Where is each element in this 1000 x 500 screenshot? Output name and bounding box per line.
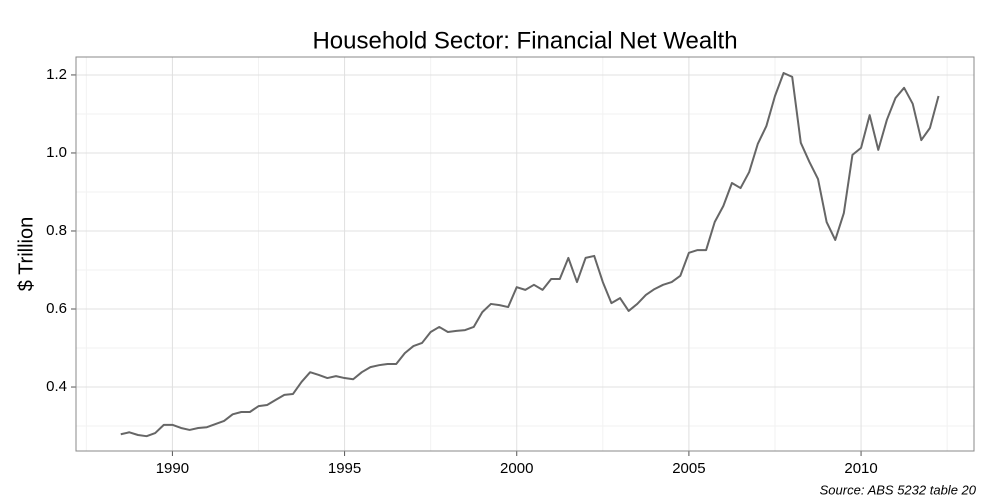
y-axis-label: $ Trillion bbox=[15, 217, 37, 291]
y-tick-label: 1.2 bbox=[46, 66, 67, 83]
x-tick-label: 2000 bbox=[500, 460, 533, 477]
source-note: Source: ABS 5232 table 20 bbox=[820, 482, 977, 497]
x-tick-label: 2010 bbox=[844, 460, 877, 477]
y-tick-label: 0.6 bbox=[46, 300, 67, 317]
plot-border bbox=[75, 56, 975, 452]
x-tick-label: 1990 bbox=[156, 460, 189, 477]
y-tick-label: 0.4 bbox=[46, 378, 67, 395]
chart-title: Household Sector: Financial Net Wealth bbox=[312, 27, 737, 54]
x-tick-label: 2005 bbox=[672, 460, 705, 477]
y-tick-label: 1.0 bbox=[46, 144, 67, 161]
x-tick-label: 1995 bbox=[328, 460, 361, 477]
y-tick-label: 0.8 bbox=[46, 222, 67, 239]
data-line bbox=[120, 71, 940, 438]
